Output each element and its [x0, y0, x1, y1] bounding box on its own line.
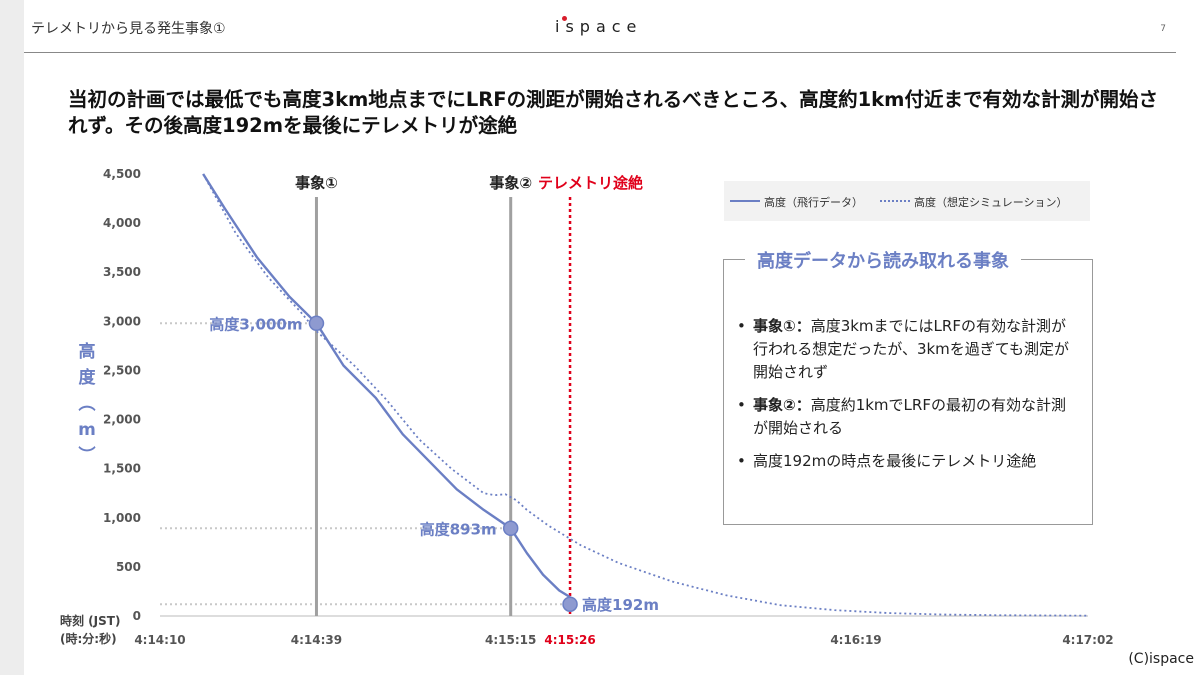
x-tick-label: 4:14:39: [291, 633, 342, 647]
annotation-marker: [502, 520, 519, 537]
y-tick-label: 0: [133, 609, 141, 623]
event-label: 事象①: [295, 174, 338, 192]
legend-swatch-flight: [730, 200, 760, 202]
event-text-2: 高度約1kmでLRFの最初の有効な計測が開始される: [753, 396, 1066, 437]
event-head-2: 事象②：: [753, 396, 811, 414]
x-tick-label: 4:16:19: [830, 633, 881, 647]
x-axis-title-line: 時刻 (JST): [60, 613, 120, 628]
event-text-3: 高度192mの時点を最後にテレメトリ途絶: [753, 452, 1037, 470]
legend-swatch-simulation: [880, 200, 910, 202]
event-label: テレメトリ途絶: [538, 174, 643, 192]
x-tick-label: 4:15:15: [485, 633, 536, 647]
company-logo: ispace: [555, 17, 643, 36]
annotation-label: 高度192m: [582, 596, 659, 614]
event-label: 事象②: [489, 174, 532, 192]
y-axis-title-char: ︶: [79, 445, 96, 466]
y-tick-label: 3,500: [103, 265, 141, 279]
y-tick-label: 4,000: [103, 216, 141, 230]
page-number: 7: [1160, 24, 1166, 34]
y-tick-label: 500: [116, 560, 141, 574]
annotation-marker: [562, 596, 578, 612]
events-box-title: 高度データから読み取れる事象: [745, 247, 1021, 273]
series-line-flight: [202, 173, 571, 599]
legend-label-simulation: 高度（想定シミュレーション）: [914, 196, 1068, 209]
slide-section-title: テレメトリから見る発生事象①: [31, 21, 226, 37]
x-tick-label: 4:17:02: [1062, 633, 1113, 647]
copyright: (C)ispace: [1128, 651, 1194, 667]
events-list: 事象①：高度3kmまでにはLRFの有効な計測が行われる想定だったが、3kmを過ぎ…: [737, 315, 1077, 483]
y-axis-title-char: ︵: [79, 394, 96, 414]
annotation-label: 高度893m: [420, 520, 497, 538]
y-tick-label: 4,500: [103, 167, 141, 181]
event-item-1: 事象①：高度3kmまでにはLRFの有効な計測が行われる想定だったが、3kmを過ぎ…: [737, 315, 1077, 384]
annotation-label: 高度3,000m: [209, 315, 302, 333]
event-head-1: 事象①：: [753, 317, 811, 335]
x-tick-label: 4:14:10: [134, 633, 185, 647]
series-line-simulation: [202, 173, 1089, 617]
y-axis-title-char: 度: [79, 367, 97, 388]
event-item-3: 高度192mの時点を最後にテレメトリ途絶: [737, 450, 1077, 473]
y-tick-label: 1,000: [103, 511, 141, 525]
y-axis-title-char: 高: [79, 341, 96, 362]
y-tick-label: 3,000: [103, 314, 141, 328]
legend-label-flight: 高度（飛行データ）: [764, 196, 863, 209]
y-tick-label: 2,000: [103, 413, 141, 427]
y-axis-title-char: m: [78, 420, 96, 440]
header-divider: [24, 52, 1176, 53]
x-axis-title-line: (時:分:秒): [60, 631, 117, 646]
annotation-marker: [308, 315, 325, 332]
event-item-2: 事象②：高度約1kmでLRFの最初の有効な計測が開始される: [737, 394, 1077, 440]
left-margin-bar: [0, 0, 24, 675]
y-tick-label: 1,500: [103, 462, 141, 476]
event-text-1: 高度3kmまでにはLRFの有効な計測が行われる想定だったが、3kmを過ぎても測定…: [753, 317, 1070, 381]
logo-dot: [562, 16, 567, 21]
slide-headline: 当初の計画では最低でも高度3km地点までにLRFの測距が開始されるべきところ、高…: [68, 88, 1158, 137]
y-tick-label: 2,500: [103, 363, 141, 377]
x-tick-label: 4:15:26: [544, 633, 595, 647]
